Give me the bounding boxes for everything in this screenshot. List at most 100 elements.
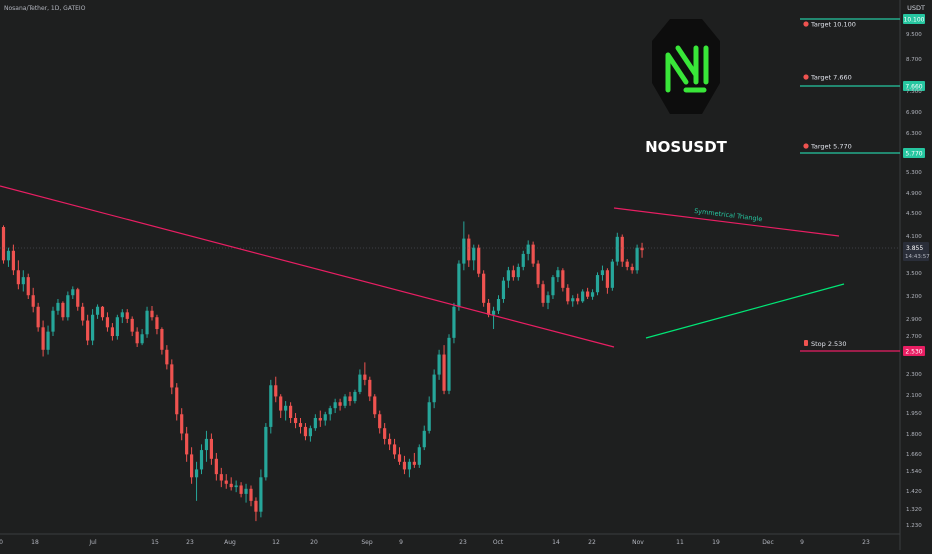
candle	[467, 234, 471, 267]
candle	[625, 259, 629, 271]
candle	[51, 306, 55, 337]
candle	[586, 287, 590, 300]
candle-body	[115, 317, 119, 337]
candle	[135, 327, 139, 347]
time-tick-label: 9	[800, 539, 804, 546]
price-tick-label: 2.100	[906, 393, 922, 399]
candle	[160, 327, 164, 355]
candle-body	[521, 253, 525, 267]
price-label-target: 5.770	[905, 151, 922, 158]
candle-body	[333, 402, 337, 409]
price-tick-label: 1.660	[906, 452, 922, 458]
candle	[600, 265, 605, 281]
candle	[477, 244, 481, 278]
price-tick-label: 5.300	[906, 170, 922, 176]
candle	[71, 286, 75, 300]
candle-body	[293, 417, 298, 424]
candle	[180, 408, 184, 441]
candle-body	[16, 270, 20, 285]
candle	[491, 306, 496, 330]
candle	[6, 247, 11, 267]
candle-body	[447, 337, 451, 391]
candle	[279, 394, 283, 418]
candle-body	[625, 261, 629, 267]
price-tick-label: 9.500	[906, 32, 922, 38]
triangle-lower-line[interactable]	[645, 283, 845, 339]
currency-label[interactable]: USDT	[907, 4, 925, 12]
triangle-upper-line[interactable]	[613, 207, 840, 237]
candle	[392, 438, 397, 459]
descending-trendline[interactable]	[0, 185, 615, 348]
candle	[383, 423, 387, 445]
candle	[640, 242, 644, 258]
time-tick-label: 19	[712, 539, 720, 546]
candle-body	[224, 480, 228, 484]
price-label-stop-bg	[903, 346, 925, 356]
time-tick-label: Aug	[224, 539, 236, 546]
candle	[46, 325, 50, 355]
candle-body	[541, 284, 545, 303]
candle	[185, 426, 189, 462]
candle	[224, 474, 228, 489]
candle-body	[640, 247, 644, 251]
candle	[501, 277, 506, 303]
candle	[323, 411, 327, 426]
candle	[81, 302, 85, 326]
time-tick-label: 23	[862, 539, 870, 546]
candle-body	[11, 250, 15, 271]
candle	[566, 284, 570, 305]
symbol-header[interactable]: Nosana/Tether, 1D, GATEIO	[4, 5, 86, 12]
price-axis-background[interactable]	[900, 0, 932, 550]
candle-body	[249, 488, 253, 501]
candle-body	[417, 447, 421, 465]
candle	[526, 240, 530, 261]
candle	[417, 444, 421, 468]
candle	[264, 423, 268, 481]
candle-body	[125, 312, 129, 319]
candle-body	[145, 310, 149, 335]
candle-body	[303, 426, 308, 437]
candle	[373, 394, 377, 418]
candle-body	[239, 485, 243, 494]
candle-body	[190, 454, 194, 478]
candle-body	[442, 354, 446, 391]
candle-body	[630, 266, 634, 271]
candle	[199, 444, 204, 475]
candle-body	[318, 417, 322, 421]
candle	[249, 485, 253, 507]
candle-body	[180, 414, 184, 434]
candle	[313, 414, 317, 431]
price-tick-label: 4.100	[906, 234, 922, 240]
candle	[269, 379, 273, 434]
candle-body	[531, 244, 535, 264]
candle-body	[595, 275, 600, 293]
candle	[363, 362, 367, 386]
price-tick-label: 2.900	[906, 317, 922, 323]
candle	[105, 312, 110, 332]
price-tick-label: 6.900	[906, 110, 922, 116]
price-tick-label: 3.500	[906, 271, 922, 277]
candle	[26, 273, 30, 300]
candles-layer	[1, 221, 644, 522]
candle-body	[130, 318, 134, 332]
candle-body	[551, 277, 555, 296]
candle	[298, 417, 303, 434]
candle-body	[175, 387, 179, 415]
candle	[388, 433, 392, 451]
candle-body	[343, 396, 347, 406]
candle	[130, 316, 134, 337]
candle	[630, 263, 634, 274]
time-tick-label: 0	[0, 539, 3, 546]
candle	[289, 402, 293, 424]
candle	[516, 263, 520, 281]
candle-body	[31, 295, 35, 307]
candle-body	[581, 291, 585, 302]
drawings-layer[interactable]	[0, 18, 900, 352]
candle	[541, 280, 545, 307]
candle	[590, 289, 595, 300]
candle	[115, 314, 119, 340]
candle	[155, 314, 159, 335]
